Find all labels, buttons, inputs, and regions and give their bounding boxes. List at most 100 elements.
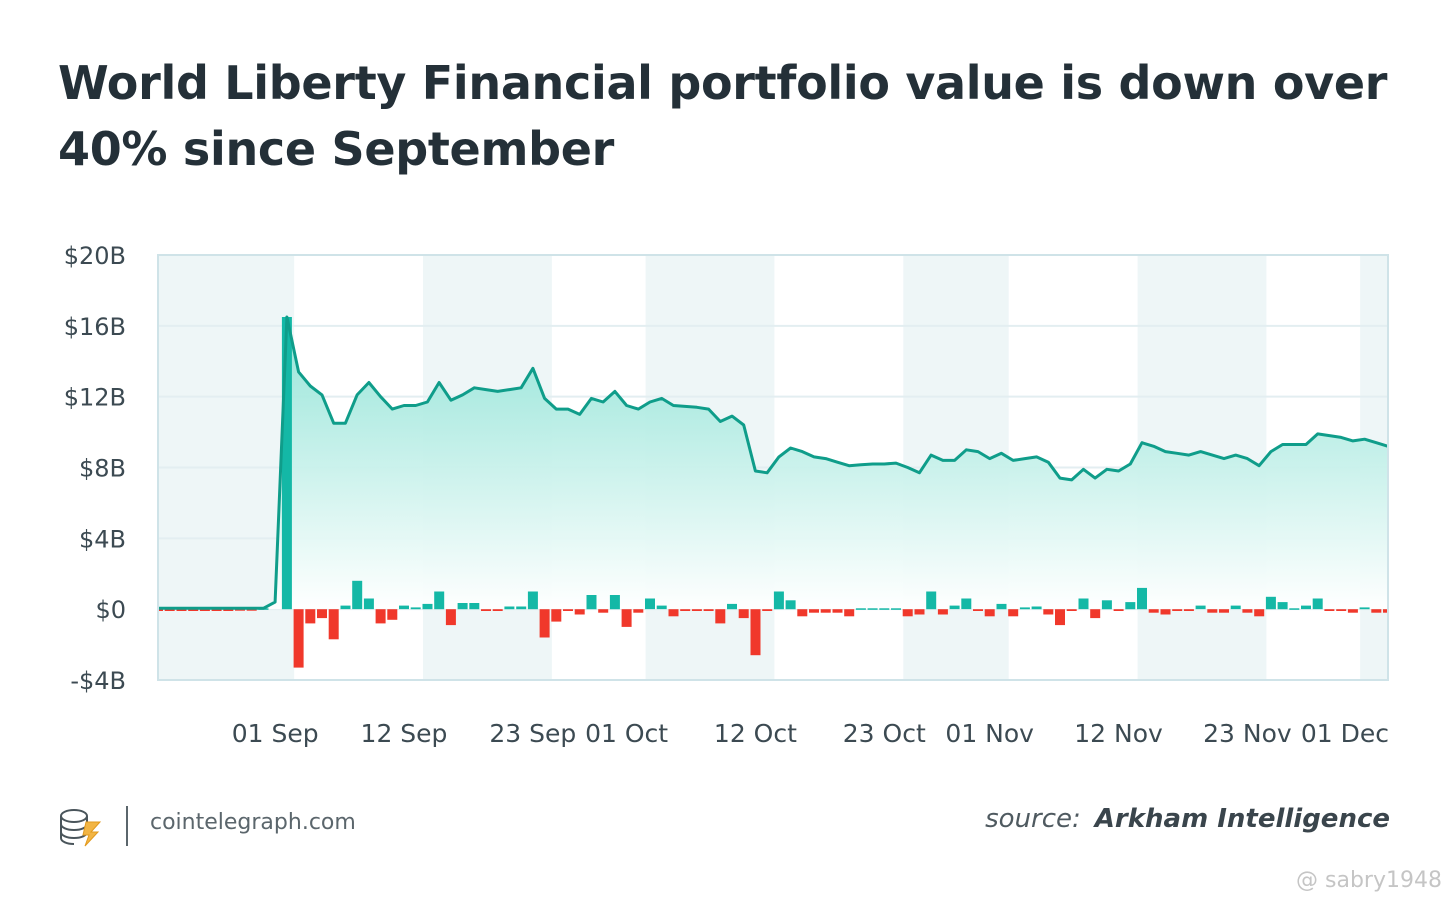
- bar-negative: [973, 609, 983, 611]
- bar-negative: [598, 609, 609, 613]
- bar-positive: [645, 598, 655, 610]
- source-label: source:: [985, 804, 1081, 834]
- bar-negative: [1183, 609, 1194, 611]
- y-axis-ticks: $20B $16B $12B $8B $4B $0 -$4B: [64, 242, 126, 695]
- bar-positive: [363, 598, 374, 610]
- bar-negative: [984, 609, 995, 617]
- bar-negative: [539, 609, 550, 638]
- bar-positive: [656, 605, 667, 610]
- y-tick-label: $4B: [79, 525, 126, 553]
- bar-positive: [1277, 602, 1288, 610]
- bar-negative: [1254, 609, 1265, 617]
- bar-negative: [703, 609, 714, 611]
- y-tick-label: $8B: [79, 455, 126, 483]
- bar-negative: [1066, 609, 1077, 611]
- bar-positive: [1137, 587, 1147, 610]
- bar-negative: [797, 609, 808, 617]
- bar-positive: [434, 591, 445, 610]
- x-tick-label: 23 Sep: [489, 719, 576, 748]
- bar-positive: [457, 603, 468, 610]
- bar-negative: [762, 609, 773, 611]
- bar-negative: [1207, 609, 1218, 613]
- bar-positive: [352, 580, 363, 610]
- bar-positive: [961, 598, 972, 610]
- bar-negative: [199, 609, 210, 611]
- bar-negative: [1324, 609, 1335, 611]
- bar-negative: [574, 609, 585, 615]
- site-link[interactable]: cointelegraph.com: [150, 810, 356, 835]
- cointelegraph-logo-icon: [60, 809, 102, 847]
- bar-negative: [1383, 609, 1388, 613]
- bar-negative: [668, 609, 679, 617]
- bar-positive: [586, 595, 597, 610]
- x-tick-label: 23 Nov: [1203, 719, 1292, 748]
- bar-positive: [1359, 607, 1370, 610]
- bar-positive: [281, 317, 292, 610]
- bar-negative: [305, 609, 316, 624]
- bar-negative: [164, 609, 175, 611]
- bar-positive: [949, 605, 960, 610]
- bar-negative: [563, 609, 573, 611]
- bar-negative: [328, 609, 339, 640]
- y-tick-label: $20B: [64, 242, 126, 270]
- footer-divider: [126, 806, 128, 846]
- bar-negative: [1113, 609, 1124, 611]
- x-tick-label: 12 Nov: [1074, 719, 1163, 748]
- x-tick-label: 01 Nov: [945, 719, 1034, 748]
- bar-negative: [492, 609, 503, 611]
- portfolio-area: [158, 317, 1388, 610]
- bar-positive: [1289, 608, 1300, 610]
- bar-positive: [1301, 605, 1311, 610]
- bar-positive: [1195, 605, 1206, 610]
- x-tick-label: 12 Oct: [714, 719, 797, 748]
- bar-positive: [1125, 602, 1136, 610]
- bar-positive: [1312, 598, 1323, 610]
- x-tick-label: 01 Dec: [1301, 719, 1389, 748]
- x-tick-label: 01 Oct: [585, 719, 668, 748]
- y-tick-label: -$4B: [70, 667, 126, 695]
- bar-negative: [937, 609, 948, 615]
- bar-negative: [375, 609, 386, 624]
- bar-positive: [926, 591, 937, 610]
- bar-negative: [1055, 609, 1065, 626]
- bar-negative: [293, 609, 304, 668]
- bar-negative: [1219, 609, 1229, 613]
- bar-negative: [1008, 609, 1019, 617]
- bar-negative: [914, 609, 925, 615]
- y-tick-label: $16B: [64, 313, 126, 341]
- bar-positive: [1230, 605, 1241, 610]
- bar-negative: [223, 609, 234, 611]
- bar-negative: [188, 609, 199, 611]
- bar-negative: [680, 609, 691, 611]
- series-line: [158, 315, 1388, 610]
- bar-positive: [609, 595, 620, 610]
- bar-negative: [445, 609, 456, 626]
- x-axis-ticks: 01 Sep 12 Sep 23 Sep 01 Oct 12 Oct 23 Oct 01 N…: [232, 719, 1389, 748]
- bar-positive: [879, 608, 890, 610]
- bar-positive: [1101, 600, 1112, 610]
- bar-negative: [1371, 609, 1382, 613]
- bar-negative: [902, 609, 913, 617]
- bar-positive: [399, 605, 409, 610]
- bar-positive: [1265, 596, 1276, 610]
- bar-positive: [785, 600, 796, 610]
- bar-positive: [340, 605, 351, 610]
- bar-negative: [750, 609, 761, 656]
- bar-negative: [1336, 609, 1347, 611]
- daily-change-bars: [158, 317, 1388, 668]
- x-tick-label: 23 Oct: [843, 719, 926, 748]
- area-fill: [158, 317, 1388, 610]
- bar-positive: [867, 608, 878, 610]
- bar-positive: [773, 591, 784, 610]
- bar-negative: [1160, 609, 1171, 615]
- bar-negative: [176, 609, 187, 611]
- bar-negative: [317, 609, 327, 619]
- y-tick-label: $12B: [64, 384, 126, 412]
- bar-negative: [1090, 609, 1101, 619]
- bar-negative: [715, 609, 726, 624]
- bar-positive: [469, 603, 480, 610]
- bar-positive: [855, 608, 866, 610]
- bar-negative: [551, 609, 562, 622]
- bar-negative: [1148, 609, 1159, 613]
